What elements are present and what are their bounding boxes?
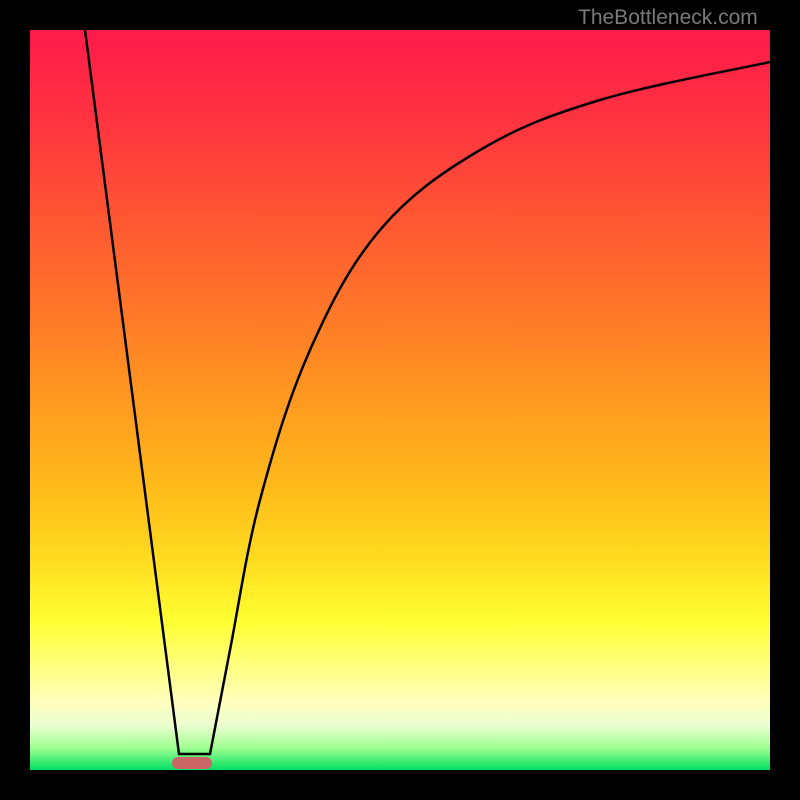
chart-container: TheBottleneck.com bbox=[0, 0, 800, 800]
valley-marker bbox=[172, 757, 212, 769]
bottleneck-chart bbox=[0, 0, 800, 800]
watermark-text: TheBottleneck.com bbox=[578, 6, 758, 30]
